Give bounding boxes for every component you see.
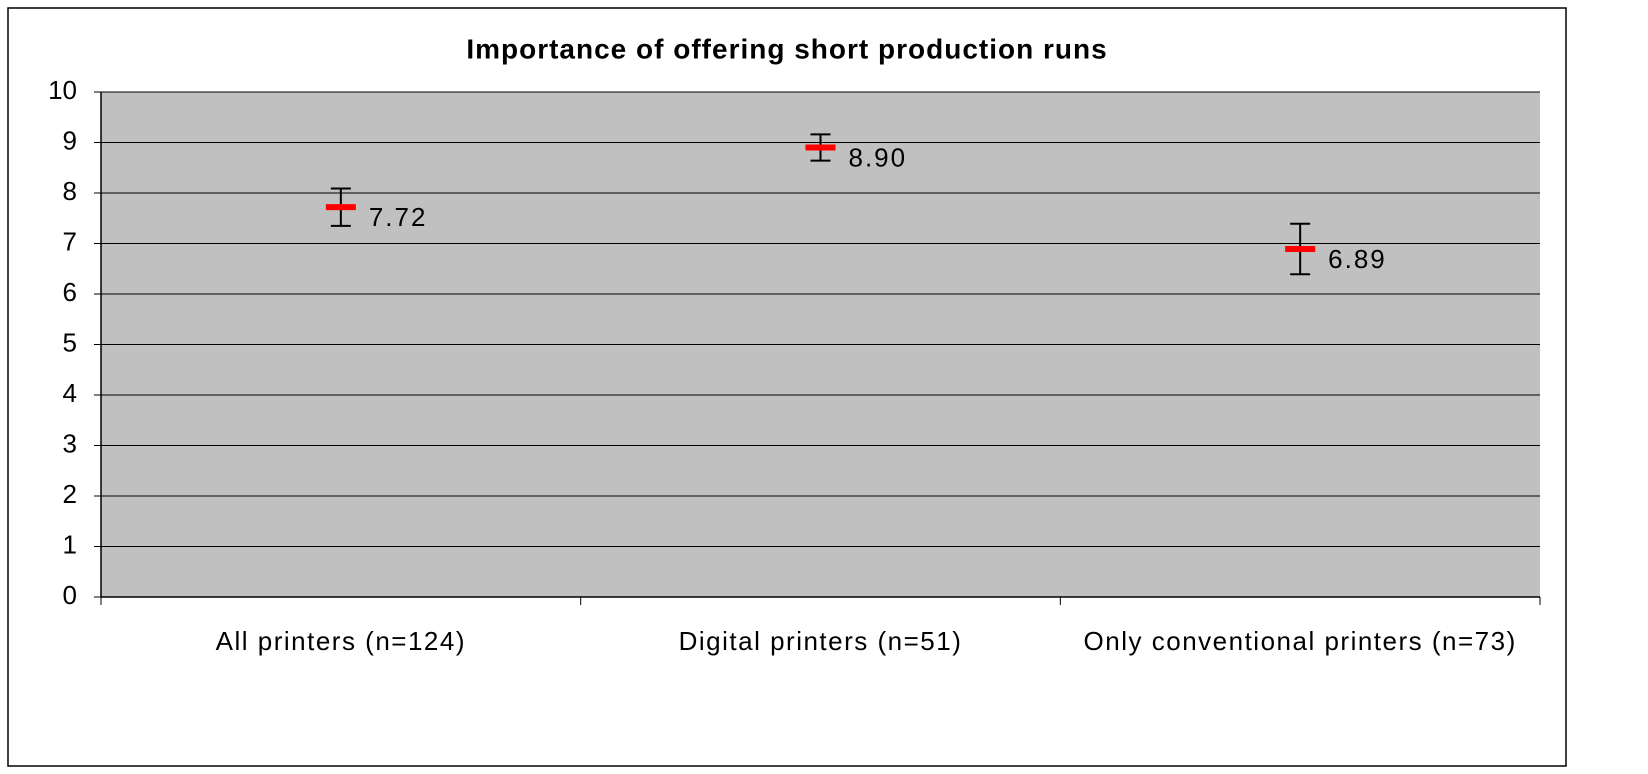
x-tick-label: All printers (n=124) bbox=[215, 626, 467, 656]
y-tick-label: 5 bbox=[63, 327, 77, 357]
y-tick-label: 6 bbox=[63, 277, 77, 307]
y-tick-label: 3 bbox=[63, 428, 77, 458]
y-tick-label: 7 bbox=[63, 226, 77, 256]
data-label: 6.89 bbox=[1328, 244, 1387, 274]
y-tick-label: 10 bbox=[48, 75, 77, 105]
y-tick-label: 1 bbox=[63, 529, 77, 559]
y-tick-label: 0 bbox=[63, 580, 77, 610]
y-tick-label: 4 bbox=[63, 378, 77, 408]
chart-title: Importance of offering short production … bbox=[466, 33, 1107, 64]
data-label: 8.90 bbox=[849, 142, 908, 172]
y-tick-label: 2 bbox=[63, 479, 77, 509]
x-tick-label: Digital printers (n=51) bbox=[678, 626, 963, 656]
data-label: 7.72 bbox=[369, 202, 428, 232]
y-tick-label: 8 bbox=[63, 176, 77, 206]
y-tick-label: 9 bbox=[63, 125, 77, 155]
x-tick-label: Only conventional printers (n=73) bbox=[1083, 626, 1517, 656]
